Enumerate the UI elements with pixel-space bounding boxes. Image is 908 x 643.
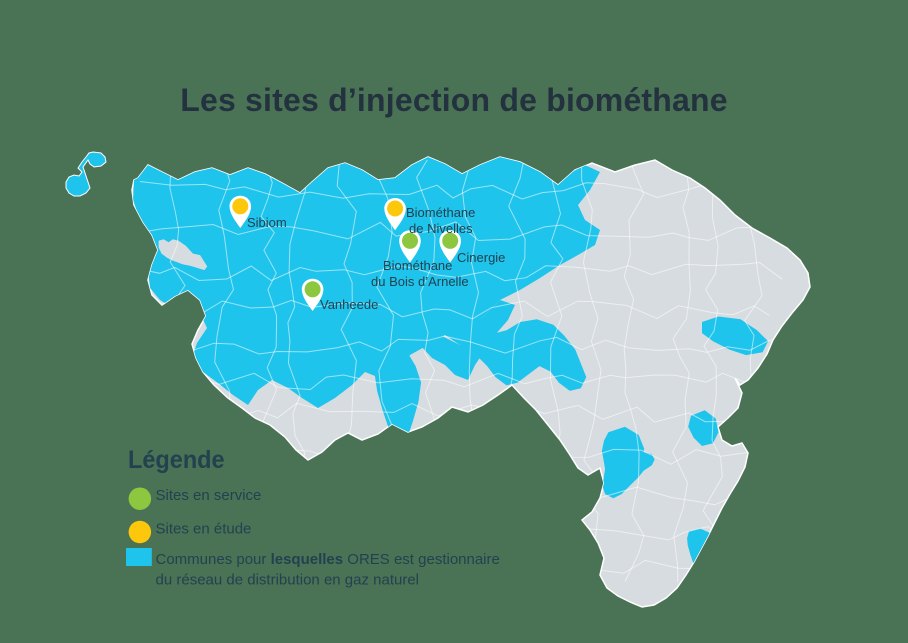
svg-text:Biométhane: Biométhane bbox=[406, 205, 475, 220]
svg-text:du réseau de distribution en g: du réseau de distribution en gaz naturel bbox=[156, 571, 420, 588]
svg-text:Communes pour lesquelles ORES: Communes pour lesquelles ORES est gestio… bbox=[156, 551, 500, 568]
svg-text:Légende: Légende bbox=[128, 446, 225, 474]
svg-text:Sites en étude: Sites en étude bbox=[156, 520, 252, 537]
svg-text:Biométhane: Biométhane bbox=[383, 258, 452, 273]
svg-text:Sibiom: Sibiom bbox=[247, 215, 287, 230]
svg-text:Cinergie: Cinergie bbox=[457, 250, 505, 265]
svg-text:Vanheede: Vanheede bbox=[320, 297, 378, 312]
svg-text:Sites en service: Sites en service bbox=[156, 487, 262, 504]
svg-text:du Bois d’Arnelle: du Bois d’Arnelle bbox=[371, 274, 469, 289]
svg-text:de Nivelles: de Nivelles bbox=[409, 221, 473, 236]
